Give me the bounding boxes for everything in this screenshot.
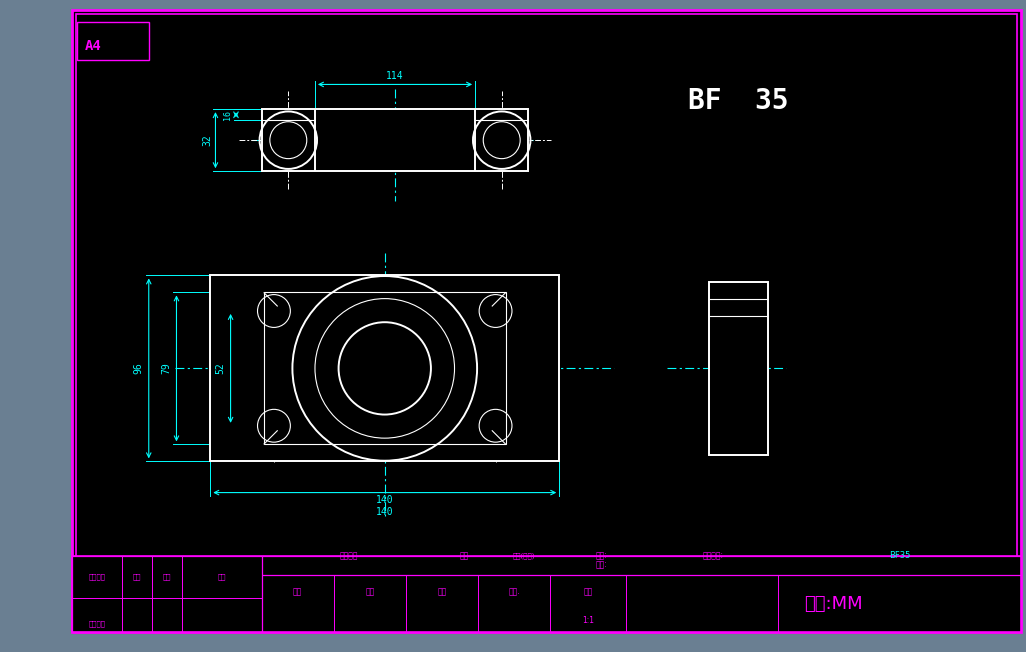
Text: 参考图号:: 参考图号:	[703, 551, 724, 560]
Text: 比例: 比例	[584, 587, 593, 597]
Text: 52: 52	[215, 363, 226, 374]
Bar	[264, 292, 506, 445]
Text: 签名: 签名	[218, 574, 226, 580]
Text: 型号:: 型号:	[595, 551, 607, 560]
Text: 140: 140	[376, 495, 394, 505]
Text: 审校: 审校	[437, 587, 446, 597]
Bar	[262, 109, 528, 171]
Text: 日期: 日期	[162, 574, 171, 580]
Text: BF35: BF35	[889, 551, 910, 560]
Text: 32: 32	[202, 134, 212, 146]
Text: 140: 140	[376, 507, 394, 516]
Bar	[709, 282, 768, 455]
Text: 客户确认: 客户确认	[88, 620, 106, 627]
Text: 16: 16	[224, 110, 233, 120]
Text: 设计: 设计	[365, 587, 374, 597]
Text: 客户名称: 客户名称	[340, 551, 358, 560]
Bar	[77, 22, 149, 60]
Text: 处数: 处数	[132, 574, 141, 580]
Text: BF  35: BF 35	[688, 87, 789, 115]
Text: 114: 114	[386, 72, 404, 82]
Bar	[72, 556, 1021, 632]
Text: 视角.: 视角.	[508, 587, 520, 597]
Text: 绘图: 绘图	[293, 587, 303, 597]
Text: 79: 79	[161, 363, 171, 374]
Text: 数量(单台): 数量(单台)	[512, 552, 535, 559]
Text: 材料:: 材料:	[595, 561, 607, 570]
Text: A4: A4	[85, 38, 102, 53]
Text: 1:1: 1:1	[582, 616, 594, 625]
Text: 日期: 日期	[460, 551, 469, 560]
Text: 单位:MM: 单位:MM	[804, 595, 863, 613]
Bar	[210, 275, 559, 462]
Text: 更改标记: 更改标记	[88, 574, 106, 580]
Bar	[72, 556, 262, 632]
Text: 96: 96	[133, 363, 144, 374]
